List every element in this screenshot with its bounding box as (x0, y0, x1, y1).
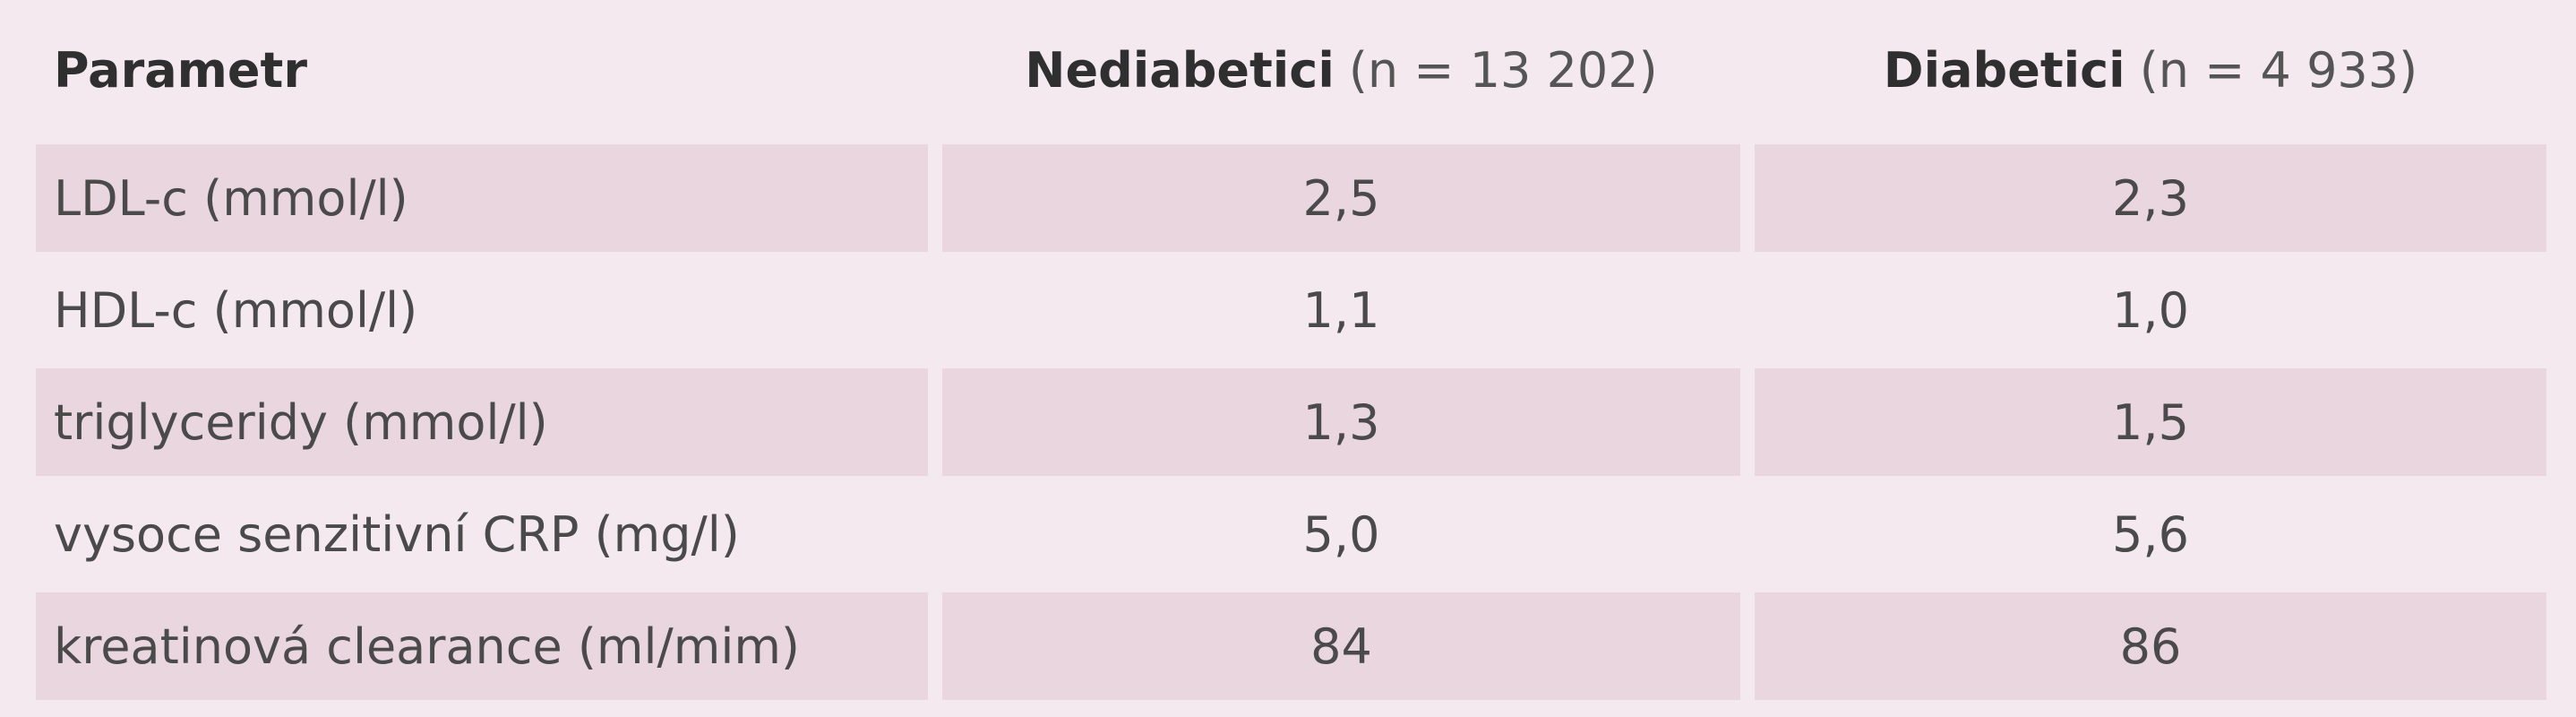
header-count: (n = 4 933) (2139, 41, 2418, 99)
row-label: LDL-c (mmol/l) (36, 144, 928, 252)
row-value: 1,5 (1755, 368, 2546, 476)
row-value: 1,3 (942, 368, 1740, 476)
row-value: 5,6 (2112, 505, 2189, 563)
row-value: 1,0 (2112, 281, 2189, 339)
row-value: 1,1 (1302, 281, 1380, 339)
header-cell: Nediabetici (n = 13 202) (942, 0, 1740, 140)
row-value: 86 (1755, 592, 2546, 700)
header-name: Nediabetici (1025, 41, 1335, 99)
header-count: (n = 13 202) (1348, 41, 1658, 99)
row-label: vysoce senzitivní CRP (mg/l) (54, 505, 740, 563)
row-label: triglyceridy (mmol/l) (36, 368, 928, 476)
header-name: Parametr (54, 41, 307, 99)
row-value: 5,0 (1302, 505, 1380, 563)
row-label: kreatinová clearance (ml/mim) (36, 592, 928, 700)
row-value: 2,3 (1755, 144, 2546, 252)
header-cell: Parametr (36, 0, 928, 140)
table: Parametr Nediabetici (n = 13 202) Diabetici… (36, 0, 2546, 700)
row-label: HDL-c (mmol/l) (54, 281, 418, 339)
row-value: 2,5 (942, 144, 1740, 252)
header-cell: Diabetici (n = 4 933) (1755, 0, 2546, 140)
header-name: Diabetici (1883, 41, 2125, 99)
row-value: 84 (942, 592, 1740, 700)
